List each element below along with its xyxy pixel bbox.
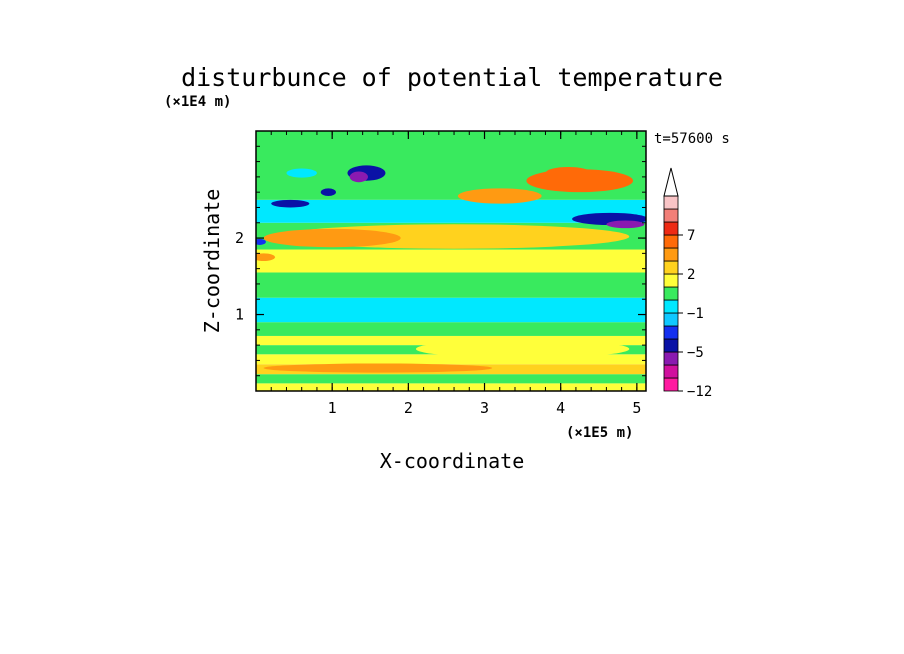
y-unit-label: (×1E4 m) bbox=[164, 94, 231, 110]
contour-feature-8 bbox=[349, 171, 368, 183]
x-tick-label-4: 4 bbox=[556, 399, 565, 417]
contour-feature-6 bbox=[606, 220, 645, 229]
colorbar-swatch-1 bbox=[663, 364, 679, 379]
colorbar-label: −12 bbox=[687, 384, 712, 400]
contour-feature-9 bbox=[271, 199, 310, 208]
contour-layer-5 bbox=[256, 335, 646, 346]
colorbar-swatch-10 bbox=[663, 247, 679, 262]
colorbar-swatch-7 bbox=[663, 286, 679, 301]
plot-frame bbox=[255, 130, 647, 392]
colorbar-swatch-4 bbox=[663, 325, 679, 340]
contour-feature-2 bbox=[457, 188, 542, 204]
contour-feature-12 bbox=[256, 238, 266, 245]
x-tick-label-2: 2 bbox=[404, 399, 413, 417]
time-label: t=57600 s bbox=[654, 131, 730, 147]
colorbar-swatch-11 bbox=[663, 234, 679, 249]
colorbar-swatch-8 bbox=[663, 273, 679, 288]
contour-layer-7 bbox=[256, 297, 646, 323]
contour-layer-0 bbox=[256, 383, 646, 391]
contour-feature-1 bbox=[263, 228, 401, 248]
contour-feature-14 bbox=[415, 339, 630, 359]
colorbar-extend-arrow bbox=[663, 167, 679, 197]
contour-layer-9 bbox=[256, 249, 646, 273]
colorbar-label: −1 bbox=[687, 306, 704, 322]
colorbar-swatch-14 bbox=[663, 195, 679, 210]
colorbar-swatch-2 bbox=[663, 351, 679, 366]
colorbar-swatch-6 bbox=[663, 299, 679, 314]
colorbar-swatch-5 bbox=[663, 312, 679, 327]
contour-feature-4 bbox=[545, 166, 592, 180]
contour-layer-8 bbox=[256, 272, 646, 298]
x-tick-label-5: 5 bbox=[632, 399, 641, 417]
colorbar-swatch-13 bbox=[663, 208, 679, 223]
contour-layer-11 bbox=[256, 199, 646, 223]
contour-feature-10 bbox=[320, 188, 336, 196]
x-tick-label-3: 3 bbox=[480, 399, 489, 417]
contour-feature-15 bbox=[263, 363, 493, 373]
colorbar-label: −5 bbox=[687, 345, 704, 361]
contour-features bbox=[256, 165, 646, 373]
contour-feature-13 bbox=[256, 253, 276, 261]
x-axis-label: X-coordinate bbox=[380, 449, 525, 473]
contour-layer-1 bbox=[256, 374, 646, 384]
contour-layer-3 bbox=[256, 354, 646, 365]
y-tick-label-2: 2 bbox=[235, 229, 244, 247]
y-axis-label: Z-coordinate bbox=[200, 189, 224, 334]
plot-area bbox=[256, 131, 646, 391]
colorbar-swatch-3 bbox=[663, 338, 679, 353]
y-tick-label-1: 1 bbox=[235, 306, 244, 324]
y-axis: 12 bbox=[235, 145, 646, 377]
contour-layer-6 bbox=[256, 322, 646, 336]
chart-title: disturbunce of potential temperature bbox=[181, 63, 723, 92]
colorbar-label: 7 bbox=[687, 228, 695, 244]
x-axis: 1 2 3 4 5 bbox=[270, 131, 641, 417]
colorbar-swatch-9 bbox=[663, 260, 679, 275]
colorbar: −12−5−127 bbox=[663, 167, 712, 400]
colorbar-label: 2 bbox=[687, 267, 695, 283]
x-tick-label-1: 1 bbox=[328, 399, 337, 417]
x-unit-label: (×1E5 m) bbox=[566, 425, 633, 441]
colorbar-swatch-0 bbox=[663, 377, 679, 392]
contour-feature-11 bbox=[286, 168, 317, 178]
colorbar-swatch-12 bbox=[663, 221, 679, 236]
